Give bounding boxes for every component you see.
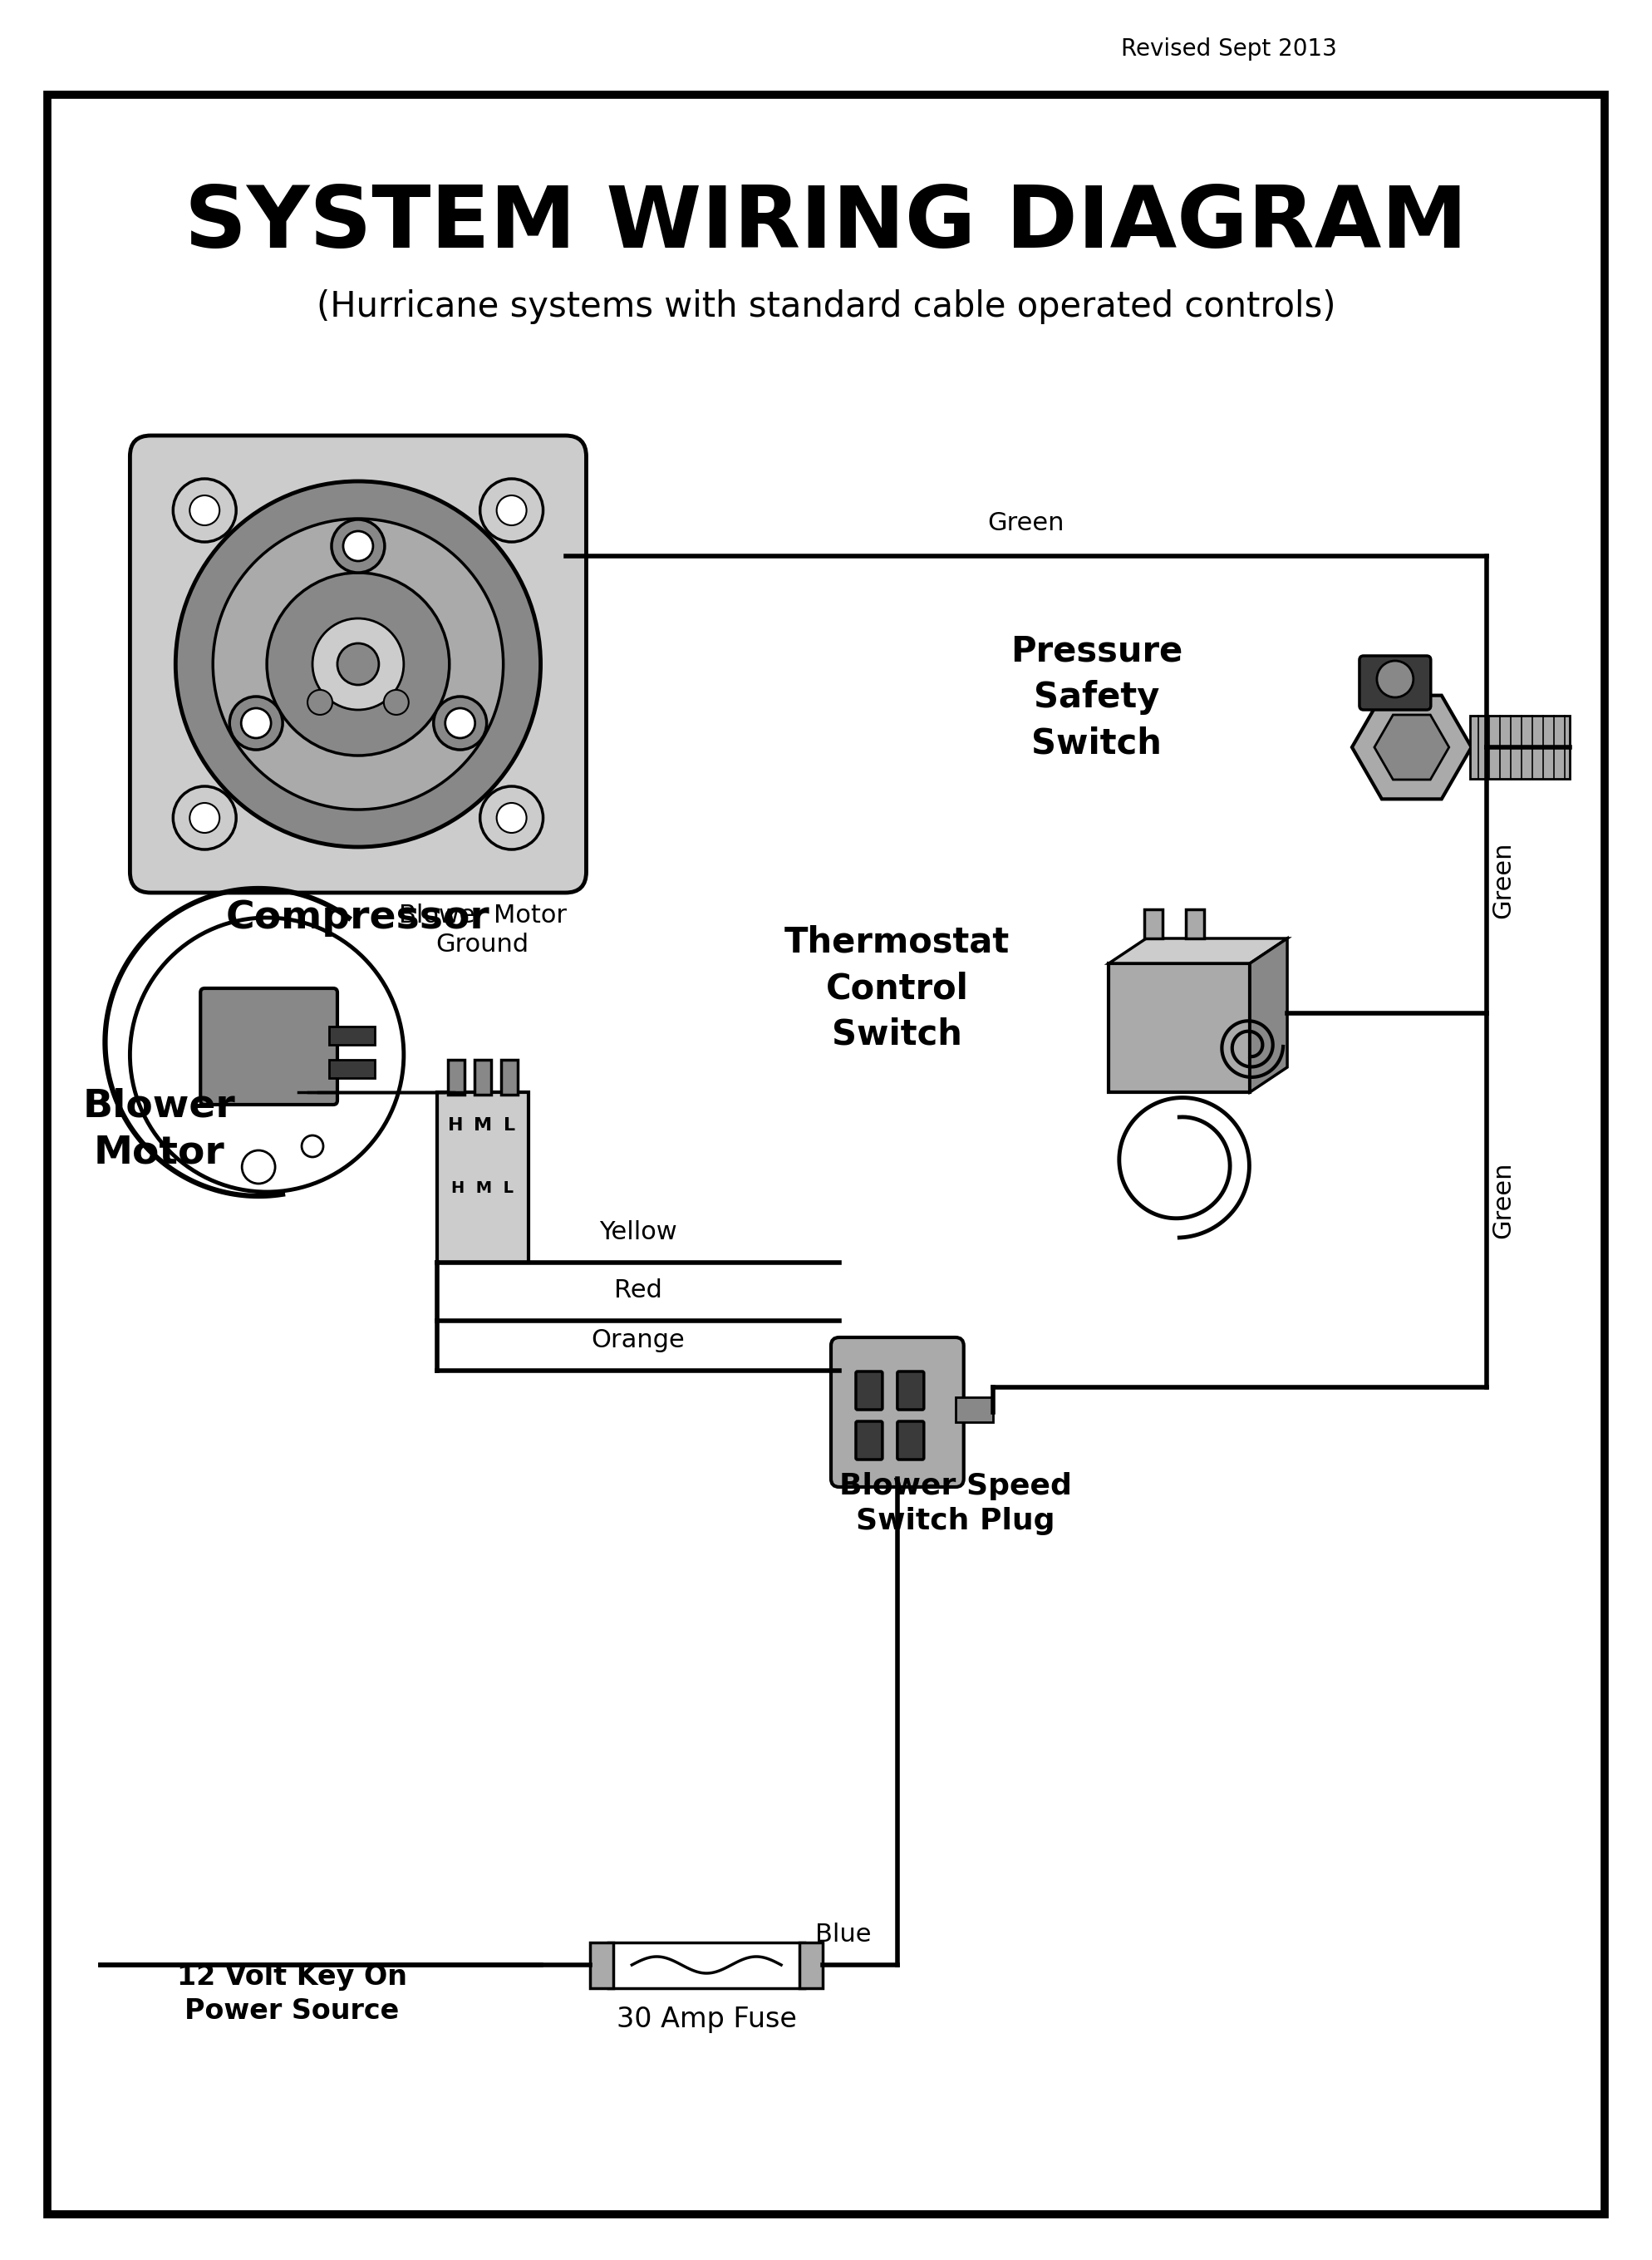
Circle shape (497, 495, 527, 524)
Text: Yellow: Yellow (600, 1220, 677, 1245)
Text: M: M (474, 1116, 492, 1135)
Text: Green: Green (1490, 841, 1515, 918)
Text: (Hurricane systems with standard cable operated controls): (Hurricane systems with standard cable o… (317, 289, 1335, 323)
FancyBboxPatch shape (436, 1092, 529, 1263)
FancyBboxPatch shape (501, 1060, 517, 1094)
FancyBboxPatch shape (131, 436, 586, 893)
FancyBboxPatch shape (590, 1941, 613, 1989)
Circle shape (241, 707, 271, 739)
Text: Blower Motor
Ground: Blower Motor Ground (398, 904, 567, 956)
Text: Blower Speed
Switch Plug: Blower Speed Switch Plug (839, 1471, 1072, 1535)
Polygon shape (1351, 696, 1472, 800)
Circle shape (190, 802, 220, 834)
FancyBboxPatch shape (200, 988, 337, 1105)
Text: H  M  L: H M L (451, 1180, 514, 1196)
Circle shape (131, 918, 403, 1191)
Circle shape (481, 786, 544, 850)
Text: Pressure
Safety
Switch: Pressure Safety Switch (1011, 635, 1183, 762)
Text: 12 Volt Key On
Power Source: 12 Volt Key On Power Source (177, 1964, 406, 2025)
Circle shape (481, 479, 544, 542)
Polygon shape (1251, 938, 1287, 1092)
Circle shape (307, 689, 332, 714)
Circle shape (383, 689, 408, 714)
FancyBboxPatch shape (856, 1422, 882, 1460)
FancyBboxPatch shape (897, 1422, 923, 1460)
FancyBboxPatch shape (46, 95, 1606, 2215)
Text: SYSTEM WIRING DIAGRAM: SYSTEM WIRING DIAGRAM (185, 181, 1467, 267)
Circle shape (312, 619, 403, 710)
FancyBboxPatch shape (608, 1941, 805, 1989)
Circle shape (344, 531, 373, 560)
FancyBboxPatch shape (1470, 716, 1569, 780)
Circle shape (332, 520, 385, 572)
Text: Revised Sept 2013: Revised Sept 2013 (1122, 38, 1336, 61)
Circle shape (497, 802, 527, 834)
FancyBboxPatch shape (897, 1372, 923, 1410)
FancyBboxPatch shape (474, 1060, 491, 1094)
FancyBboxPatch shape (448, 1060, 464, 1094)
Polygon shape (1374, 714, 1449, 780)
Text: Blue: Blue (816, 1923, 872, 1946)
Circle shape (302, 1135, 324, 1157)
Circle shape (175, 481, 540, 848)
FancyBboxPatch shape (1108, 963, 1251, 1092)
FancyBboxPatch shape (831, 1338, 963, 1487)
FancyBboxPatch shape (1360, 655, 1431, 710)
Text: Red: Red (615, 1279, 662, 1302)
FancyBboxPatch shape (1186, 909, 1204, 938)
Text: 30 Amp Fuse: 30 Amp Fuse (616, 2005, 796, 2032)
Circle shape (173, 479, 236, 542)
Circle shape (190, 495, 220, 524)
FancyBboxPatch shape (1145, 909, 1163, 938)
Text: Blower
Motor: Blower Motor (83, 1087, 235, 1171)
Text: Orange: Orange (591, 1329, 686, 1351)
Circle shape (444, 707, 476, 739)
Text: H: H (448, 1116, 464, 1135)
FancyBboxPatch shape (955, 1397, 993, 1422)
FancyBboxPatch shape (800, 1941, 823, 1989)
Circle shape (433, 696, 487, 750)
FancyBboxPatch shape (856, 1372, 882, 1410)
Circle shape (268, 572, 449, 755)
Text: L: L (504, 1116, 515, 1135)
FancyBboxPatch shape (329, 1026, 375, 1044)
Circle shape (230, 696, 282, 750)
Text: Green: Green (1490, 1162, 1515, 1238)
Text: Compressor: Compressor (226, 899, 491, 936)
Text: Green: Green (988, 511, 1064, 536)
FancyBboxPatch shape (329, 1060, 375, 1078)
Circle shape (1376, 660, 1414, 698)
Circle shape (213, 518, 504, 809)
Polygon shape (1108, 938, 1287, 963)
Circle shape (241, 1150, 276, 1184)
Circle shape (337, 644, 378, 685)
Circle shape (173, 786, 236, 850)
Text: Thermostat
Control
Switch: Thermostat Control Switch (785, 924, 1009, 1051)
